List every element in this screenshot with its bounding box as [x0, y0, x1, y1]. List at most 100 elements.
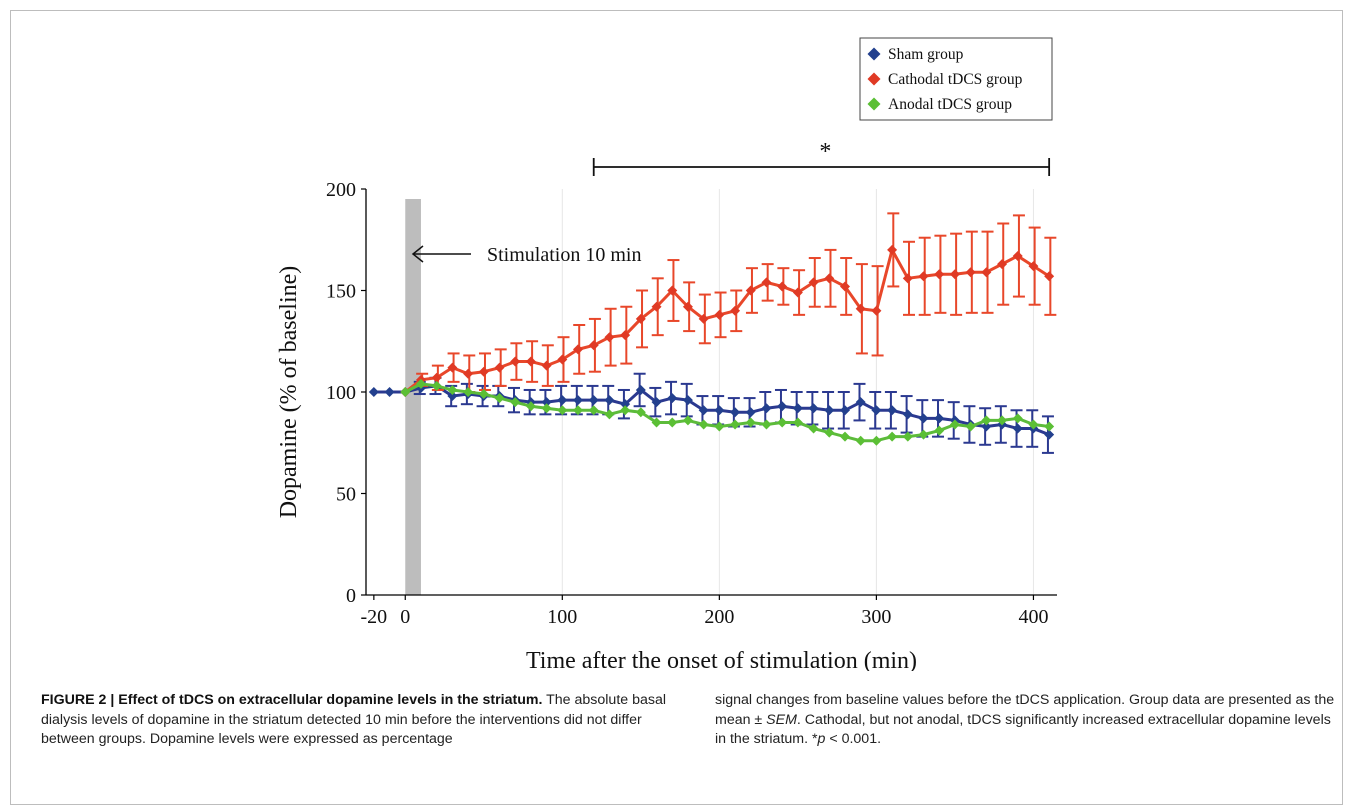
significance-star: *	[819, 139, 831, 165]
data-point-2-14	[588, 405, 599, 416]
data-point-0-16	[620, 399, 631, 410]
data-point-1-33	[887, 244, 898, 255]
legend-marker-0	[867, 47, 881, 61]
data-point-1-18	[651, 301, 662, 312]
data-point-2-27	[792, 417, 803, 428]
data-point-0-27	[792, 403, 803, 414]
data-point-1-8	[494, 362, 505, 373]
data-point-1-12	[557, 354, 568, 365]
data-point-2-34	[902, 431, 913, 442]
legend-marker-2	[867, 97, 881, 111]
caption-text-right-1: signal changes from baseline values befo…	[715, 692, 1335, 728]
data-point-1-17	[635, 313, 646, 324]
data-point-0-36	[934, 413, 945, 424]
data-point-0-5	[447, 391, 458, 402]
data-point-1-35	[918, 271, 929, 282]
data-point-2-41	[1012, 413, 1023, 424]
data-point-2-35	[918, 429, 929, 440]
series-line-1	[404, 248, 1050, 394]
legend-label-0: Sham group	[888, 46, 964, 63]
caption-sem: SEM	[766, 711, 797, 728]
data-point-2-29	[824, 427, 835, 438]
data-point-0-31	[855, 397, 866, 408]
data-point-2-28	[808, 423, 819, 434]
data-point-2-16	[620, 405, 631, 416]
stimulation-arrow-head	[411, 245, 424, 263]
data-point-1-20	[682, 301, 693, 312]
data-point-2-3	[415, 378, 426, 389]
data-point-2-38	[965, 421, 976, 432]
data-point-1-21	[698, 313, 709, 324]
data-point-0-26	[777, 401, 788, 412]
data-point-0-22	[714, 405, 725, 416]
data-point-2-11	[541, 403, 552, 414]
data-point-1-14	[588, 340, 599, 351]
caption-title: FIGURE 2 | Effect of tDCS on extracellul…	[41, 692, 543, 708]
data-point-0-17	[635, 384, 646, 395]
data-point-2-8	[494, 393, 505, 404]
data-point-0-15	[604, 395, 615, 406]
figure-caption: FIGURE 2 | Effect of tDCS on extracellul…	[41, 691, 1341, 750]
data-point-0-0	[368, 387, 379, 397]
y-tick-label-0: 0	[346, 585, 356, 607]
figure-frame: 0 50 100 150 200 -20 0 100 200 300 400 Time after t…	[10, 10, 1343, 805]
data-point-2-25	[761, 419, 772, 430]
data-point-0-30	[839, 405, 850, 416]
data-point-1-11	[541, 360, 552, 371]
series-0	[368, 372, 1055, 454]
y-tick-label-150: 150	[326, 281, 356, 303]
data-point-2-10	[525, 401, 536, 412]
legend-box	[859, 37, 1053, 121]
stimulation-band	[405, 199, 421, 595]
x-tick-label-300: 300	[861, 606, 891, 628]
x-tick-label--20: -20	[361, 606, 388, 628]
legend-label-2: Anodal tDCS group	[888, 96, 1012, 113]
data-point-1-16	[620, 330, 631, 341]
data-point-1-22	[714, 309, 725, 320]
data-point-2-13	[573, 405, 584, 416]
y-axis-label: Dopamine (% of baseline)	[276, 266, 302, 519]
data-point-1-19	[667, 285, 678, 296]
data-point-0-32	[871, 405, 882, 416]
data-point-2-4	[431, 380, 442, 391]
data-point-2-15	[604, 409, 615, 420]
data-point-2-22	[714, 421, 725, 432]
data-point-1-30	[839, 281, 850, 292]
data-point-2-33	[887, 431, 898, 442]
data-point-1-7	[478, 366, 489, 377]
caption-text-right-2: . Cathodal, but not anodal, tDCS signifi…	[715, 711, 1331, 748]
caption-p: p	[817, 731, 826, 747]
x-tick-label-100: 100	[547, 606, 577, 628]
data-point-1-6	[463, 368, 474, 379]
data-point-2-32	[871, 435, 882, 446]
data-point-2-42	[1028, 419, 1039, 430]
data-point-2-36	[934, 425, 945, 436]
data-point-1-24	[745, 285, 756, 296]
data-point-0-21	[698, 405, 709, 416]
data-point-0-24	[745, 407, 756, 418]
x-tick-label-200: 200	[704, 606, 734, 628]
data-point-1-39	[981, 267, 992, 278]
data-point-2-7	[478, 389, 489, 400]
data-point-1-41	[1012, 250, 1023, 261]
data-point-2-43	[1044, 421, 1055, 432]
data-point-1-42	[1028, 261, 1039, 272]
caption-text-left: The absolute basal dialysis levels of do…	[41, 692, 667, 747]
data-point-0-29	[824, 405, 835, 416]
data-point-0-34	[902, 409, 913, 420]
data-point-0-19	[667, 393, 678, 404]
data-point-1-29	[824, 273, 835, 284]
data-point-2-9	[510, 397, 521, 408]
data-point-2-5	[447, 384, 458, 395]
data-point-1-10	[525, 356, 536, 367]
data-point-2-30	[839, 431, 850, 442]
data-point-1-9	[510, 356, 521, 367]
data-point-2-24	[745, 417, 756, 428]
data-point-2-2	[400, 387, 411, 397]
data-point-0-23	[730, 407, 741, 418]
data-point-2-21	[698, 419, 709, 430]
data-point-2-39	[981, 415, 992, 426]
data-point-1-40	[997, 259, 1008, 270]
data-point-2-17	[635, 407, 646, 418]
